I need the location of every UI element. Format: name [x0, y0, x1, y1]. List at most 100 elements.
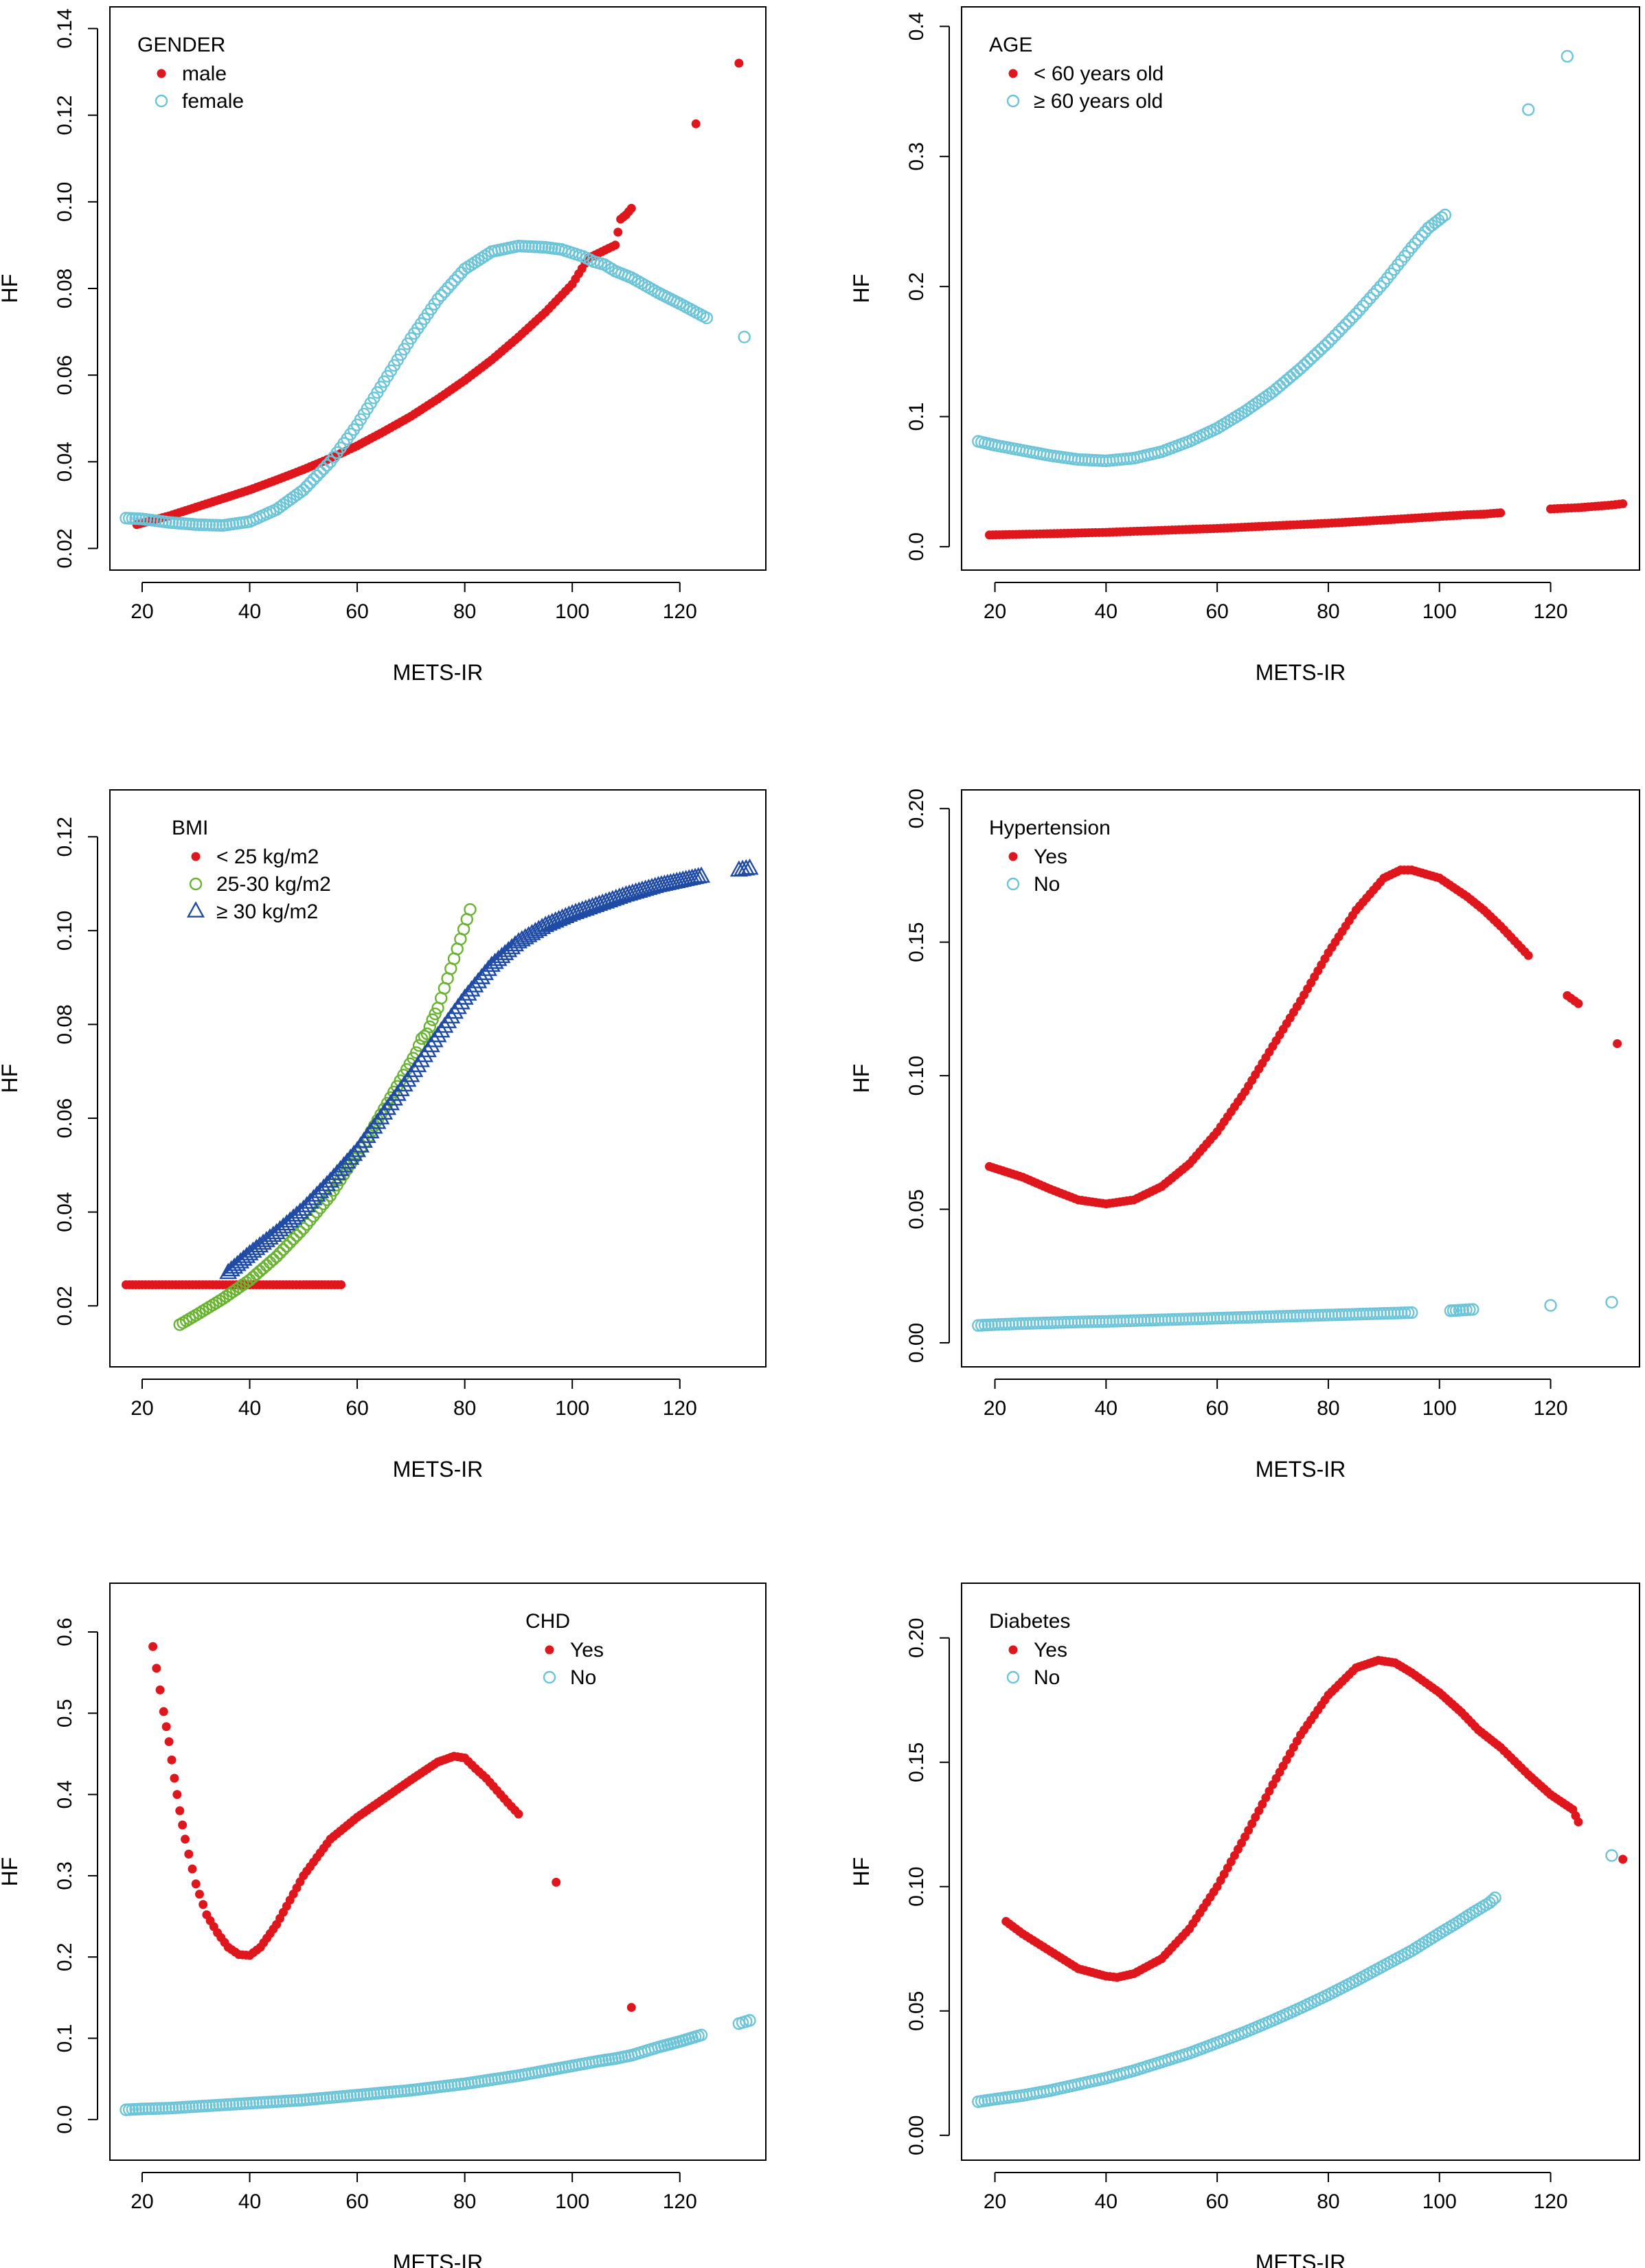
data-point: [256, 1262, 270, 1275]
legend-marker: [189, 877, 203, 891]
y-tick-label: 0.04: [54, 442, 76, 481]
data-point: [738, 330, 751, 343]
legend: AGE< 60 years old ≥ 60 years old: [989, 34, 1164, 113]
legend: Hypertension Yes No: [989, 817, 1111, 896]
legend-entry: 25-30 kg/m2: [216, 873, 331, 896]
data-point: [1284, 371, 1297, 384]
x-tick-label: 60: [345, 2190, 368, 2213]
data-point: [499, 940, 518, 957]
y-axis-label: HF: [849, 274, 874, 304]
data-point: [1486, 1894, 1499, 1907]
legend-entry: Yes: [1034, 1639, 1067, 1662]
legend: Diabetes Yes No: [989, 1610, 1070, 1689]
plot-frame: [961, 1583, 1640, 2161]
data-point: [184, 1849, 194, 1859]
data-point: [435, 289, 448, 302]
x-axis-label: METS-IR: [1256, 1457, 1346, 1482]
plot-frame: [109, 789, 767, 1368]
data-point: [1398, 1306, 1411, 1319]
legend-entry: female: [182, 90, 244, 113]
data-point: [253, 1265, 266, 1278]
data-point: [1618, 499, 1628, 508]
legend-marker: [543, 1670, 556, 1684]
data-point: [300, 479, 313, 493]
data-point: [1339, 318, 1352, 331]
data-point: [159, 1707, 168, 1716]
y-tick-label: 0.2: [905, 272, 928, 301]
data-point: [175, 1806, 185, 1815]
data-point: [310, 469, 324, 483]
legend-entry: Yes: [1034, 846, 1067, 868]
y-tick-label: 0.15: [905, 1742, 928, 1782]
data-point: [473, 968, 491, 984]
panel-4: 20 40 60 80 100 120 0.00 0.05 0.10 0.15 0.20 METS-I…: [849, 789, 1640, 1482]
x-tick-label: 120: [663, 600, 697, 623]
data-point: [254, 1233, 273, 1250]
y-tick-label: 0.10: [905, 1867, 928, 1907]
data-point: [1438, 208, 1452, 222]
legend-entry: ≥ 60 years old: [1034, 90, 1163, 113]
data-point: [228, 1254, 247, 1271]
y-tick-label: 0.3: [54, 1861, 76, 1890]
x-tick-label: 120: [663, 1397, 697, 1420]
legend-marker: [155, 94, 168, 108]
legend-title: AGE: [989, 34, 1032, 56]
data-point: [489, 949, 508, 966]
data-point: [1291, 365, 1304, 378]
legend-entry: No: [570, 1666, 596, 1689]
data-point: [462, 980, 481, 997]
data-point: [1521, 103, 1535, 116]
legend-marker: [191, 852, 201, 861]
x-tick-label: 20: [131, 1397, 153, 1420]
data-point: [251, 1236, 269, 1253]
y-tick-label: 0.10: [54, 911, 76, 951]
data-point: [146, 2102, 159, 2116]
data-point: [219, 1262, 238, 1280]
x-tick-label: 120: [663, 2190, 697, 2213]
data-point: [1258, 1800, 1267, 1809]
x-tick-label: 60: [1205, 600, 1228, 623]
x-tick-label: 20: [131, 2190, 153, 2213]
data-point: [270, 1250, 283, 1263]
data-point: [482, 955, 501, 972]
data-point: [164, 1737, 174, 1747]
series-Yes: [1001, 1655, 1628, 1982]
data-point: [264, 1225, 282, 1243]
data-point: [626, 203, 636, 213]
x-tick-label: 20: [984, 2190, 1006, 2213]
data-point: [1466, 1303, 1479, 1316]
data-point: [1605, 1295, 1618, 1309]
data-point: [444, 277, 458, 291]
data-point: [1325, 332, 1339, 345]
data-point: [613, 227, 623, 237]
series-< 25 kg/m2: [121, 1280, 346, 1289]
series-< 60 years old: [984, 499, 1628, 540]
data-point: [1574, 1817, 1583, 1827]
y-tick-label: 0.12: [54, 817, 76, 857]
x-tick-label: 120: [1534, 600, 1568, 623]
data-point: [280, 1239, 293, 1253]
data-point: [155, 1685, 165, 1694]
data-point: [1244, 1826, 1253, 1835]
data-point: [431, 293, 444, 306]
data-point: [178, 1820, 188, 1830]
data-point: [337, 1280, 346, 1289]
legend-entry: < 25 kg/m2: [216, 846, 319, 868]
data-point: [1335, 321, 1349, 334]
data-point: [1605, 1849, 1618, 1862]
data-point: [1408, 237, 1422, 250]
x-tick-label: 80: [453, 600, 476, 623]
y-tick-label: 0.00: [905, 1323, 928, 1363]
data-point: [320, 459, 334, 472]
data-point: [1415, 229, 1429, 242]
data-point: [266, 1253, 280, 1266]
data-point: [1301, 355, 1314, 369]
data-point: [263, 1256, 277, 1269]
data-point: [267, 1223, 286, 1240]
legend-title: BMI: [172, 817, 208, 839]
panels: 20 40 60 80 100 120 0.02 0.04 0.06 0.08 0.10 0.12 0.…: [0, 6, 1640, 2268]
x-tick-label: 100: [555, 2190, 589, 2213]
series-25-30 kg/m2: [173, 903, 477, 1331]
y-tick-label: 0.10: [54, 182, 76, 222]
